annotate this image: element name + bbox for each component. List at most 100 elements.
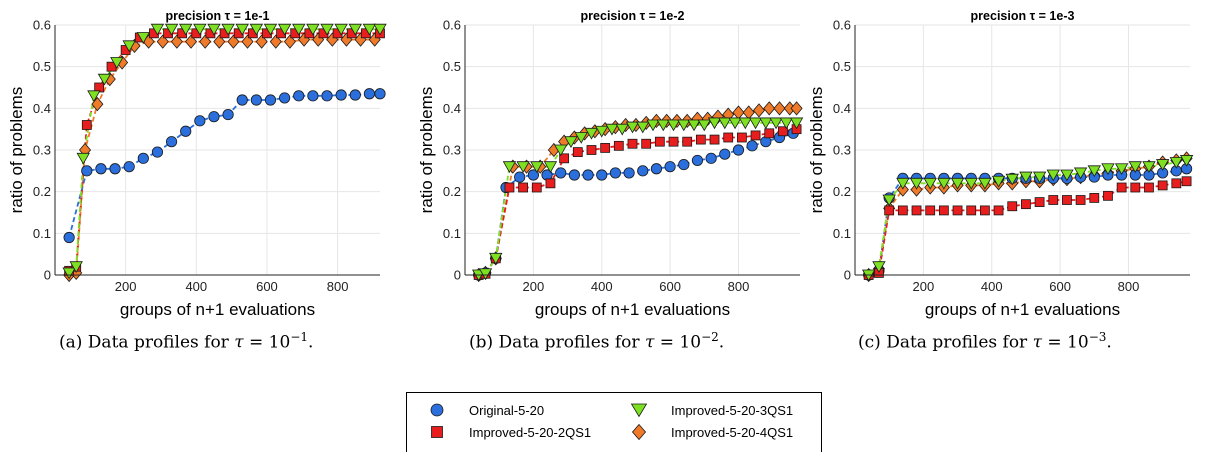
data-point — [728, 117, 742, 130]
data-point — [773, 101, 786, 116]
data-point — [76, 152, 90, 165]
data-point — [764, 128, 775, 139]
data-point — [691, 154, 704, 167]
data-point — [750, 130, 761, 141]
data-point — [81, 120, 92, 130]
y-tick-label: 0.6 — [33, 18, 51, 33]
data-point — [478, 268, 493, 281]
data-point — [514, 171, 526, 183]
data-point — [1128, 161, 1142, 173]
data-point — [283, 34, 296, 49]
data-point — [656, 119, 670, 132]
x-tick-label: 800 — [1118, 279, 1140, 294]
legend-label: Original-5-20 — [469, 402, 545, 418]
chart-panel-3: 0 0.1 0.2 0.3 0.4 0.5 0.6 200 400 600 800 precision… — [807, 9, 1194, 319]
data-point — [1142, 161, 1156, 173]
data-point — [911, 205, 922, 216]
data-point — [543, 161, 558, 173]
data-point — [110, 57, 124, 69]
data-point — [1073, 167, 1088, 180]
data-point — [615, 123, 629, 136]
data-point — [136, 32, 151, 44]
data-point — [307, 90, 319, 102]
data-point — [682, 136, 693, 147]
data-point — [122, 40, 136, 53]
data-point — [568, 169, 580, 181]
data-point — [678, 158, 690, 171]
data-point — [732, 144, 745, 156]
data-point — [637, 165, 649, 177]
data-point — [180, 125, 192, 137]
data-point — [109, 163, 121, 175]
data-point — [530, 161, 544, 173]
y-tick-label: 0.5 — [443, 59, 461, 74]
chart-title: precision τ = 1e-1 — [166, 9, 270, 23]
x-tick-label: 400 — [981, 279, 1003, 294]
data-point — [150, 23, 165, 36]
data-point — [531, 182, 542, 193]
data-point — [62, 267, 76, 280]
x-axis-label: groups of n+1 evaluations — [925, 300, 1120, 319]
data-point — [554, 144, 568, 157]
data-point — [362, 23, 377, 36]
data-point — [574, 132, 588, 144]
data-point — [321, 90, 333, 102]
data-point — [559, 153, 570, 164]
y-tick-label: 0.4 — [443, 101, 461, 116]
y-tick-label: 0.3 — [443, 143, 461, 158]
y-axis-label: ratio of problems — [417, 87, 436, 214]
data-point — [199, 34, 212, 49]
data-point — [677, 119, 691, 132]
data-point — [609, 167, 622, 179]
y-tick-label: 0.2 — [443, 184, 461, 199]
circle-marker-icon — [430, 403, 444, 417]
data-point — [81, 165, 93, 177]
data-point — [306, 23, 320, 36]
data-point — [518, 182, 529, 193]
data-point — [991, 175, 1006, 188]
data-point — [1005, 173, 1019, 186]
data-point — [625, 121, 640, 134]
data-point — [872, 261, 886, 273]
x-tick-label: 600 — [1049, 279, 1071, 294]
data-point — [950, 177, 965, 190]
data-point — [748, 117, 763, 130]
y-tick-label: 0.1 — [443, 226, 461, 241]
data-point — [952, 205, 963, 216]
data-point — [293, 90, 305, 102]
y-tick-label: 0.3 — [33, 143, 51, 158]
data-point — [1007, 201, 1018, 212]
data-point — [1046, 169, 1060, 182]
data-point — [213, 34, 226, 49]
data-point — [623, 167, 635, 179]
data-point — [923, 177, 937, 190]
data-point — [964, 177, 978, 190]
x-tick-label: 400 — [185, 279, 207, 294]
triangle-down-marker-icon — [630, 403, 648, 418]
legend-item-original: Original-5-20 — [425, 401, 544, 419]
data-point — [687, 119, 701, 132]
data-point — [1144, 182, 1154, 193]
data-point — [882, 194, 896, 207]
data-point — [1075, 195, 1086, 205]
caption-a: (a) Data profiles for τ = 10−1. — [59, 330, 314, 353]
data-point — [235, 23, 249, 36]
data-point — [790, 101, 803, 116]
series-line-1 — [478, 132, 794, 276]
data-point — [156, 34, 169, 49]
data-point — [779, 117, 794, 130]
x-axis-label: groups of n+1 evaluations — [120, 300, 315, 319]
data-point — [279, 92, 291, 104]
legend-label: Improved-5-20-3QS1 — [671, 402, 794, 418]
data-point — [277, 23, 292, 36]
data-point — [709, 134, 720, 145]
y-tick-label: 0.1 — [33, 226, 51, 241]
data-point — [264, 94, 277, 106]
chart-panel-1: 0 0.1 0.2 0.3 0.4 0.5 0.6 200 400 600 800 precision… — [7, 9, 387, 319]
data-point — [993, 205, 1004, 216]
data-point — [527, 169, 539, 181]
data-point — [613, 140, 624, 151]
y-tick-label: 0 — [454, 268, 461, 283]
data-point — [1179, 155, 1194, 167]
data-point — [97, 73, 112, 86]
